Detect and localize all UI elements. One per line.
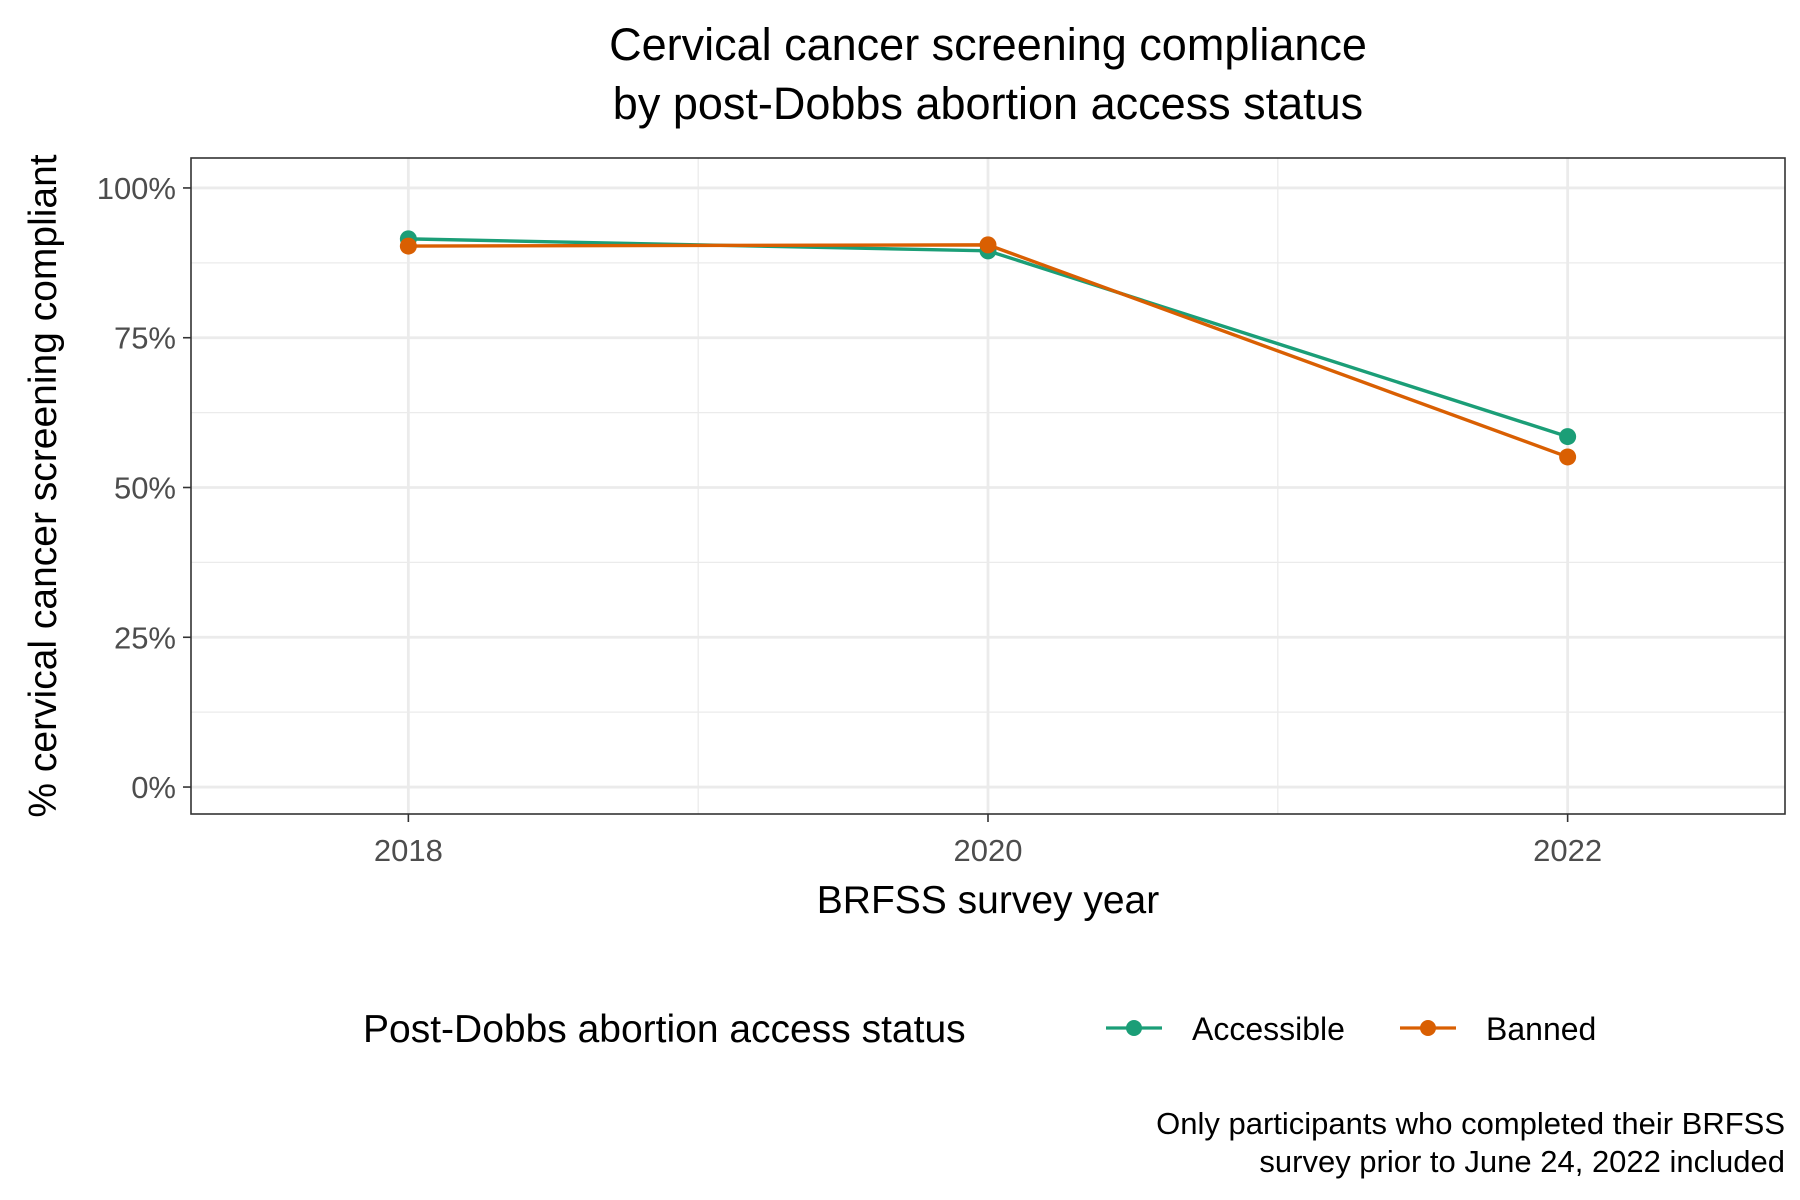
data-point-banned [1559, 448, 1577, 466]
series-banned [399, 236, 1577, 466]
y-tick-label: 75% [114, 321, 176, 356]
y-tick-label: 0% [131, 770, 176, 805]
legend-key-point-banned [1420, 1020, 1436, 1036]
y-axis: 0% 25% 50% 75% 100% [97, 171, 191, 805]
data-point-banned [979, 236, 997, 254]
x-axis-title: BRFSS survey year [817, 879, 1159, 922]
chart-title-line-2: by post-Dobbs abortion access status [613, 78, 1363, 129]
legend-label-banned: Banned [1486, 1011, 1596, 1047]
legend-title: Post-Dobbs abortion access status [363, 1008, 966, 1051]
chart-title-line-1: Cervical cancer screening compliance [609, 19, 1367, 70]
data-point-accessible [1559, 428, 1577, 446]
caption-line-2: survey prior to June 24, 2022 included [1259, 1144, 1785, 1179]
data-point-banned [399, 237, 417, 255]
y-tick-label: 25% [114, 620, 176, 655]
y-tick-label: 100% [97, 171, 176, 206]
caption-line-1: Only participants who completed their BR… [1156, 1106, 1785, 1141]
y-tick-label: 50% [114, 470, 176, 505]
x-tick-label: 2022 [1533, 833, 1602, 868]
plot-panel [190, 157, 1786, 815]
x-axis: 2018 2020 2022 [374, 814, 1602, 868]
y-axis-title: % cervical cancer screening compliant [22, 154, 65, 817]
legend-item-banned: Banned [1400, 1011, 1596, 1047]
x-tick-label: 2018 [374, 833, 443, 868]
legend-item-accessible: Accessible [1106, 1011, 1345, 1047]
legend-key-point-accessible [1126, 1020, 1142, 1036]
series-layer [399, 230, 1577, 466]
grid-lines [191, 158, 1785, 814]
legend: Post-Dobbs abortion access status Access… [363, 1008, 1596, 1051]
legend-label-accessible: Accessible [1192, 1011, 1345, 1047]
x-tick-label: 2020 [954, 833, 1023, 868]
